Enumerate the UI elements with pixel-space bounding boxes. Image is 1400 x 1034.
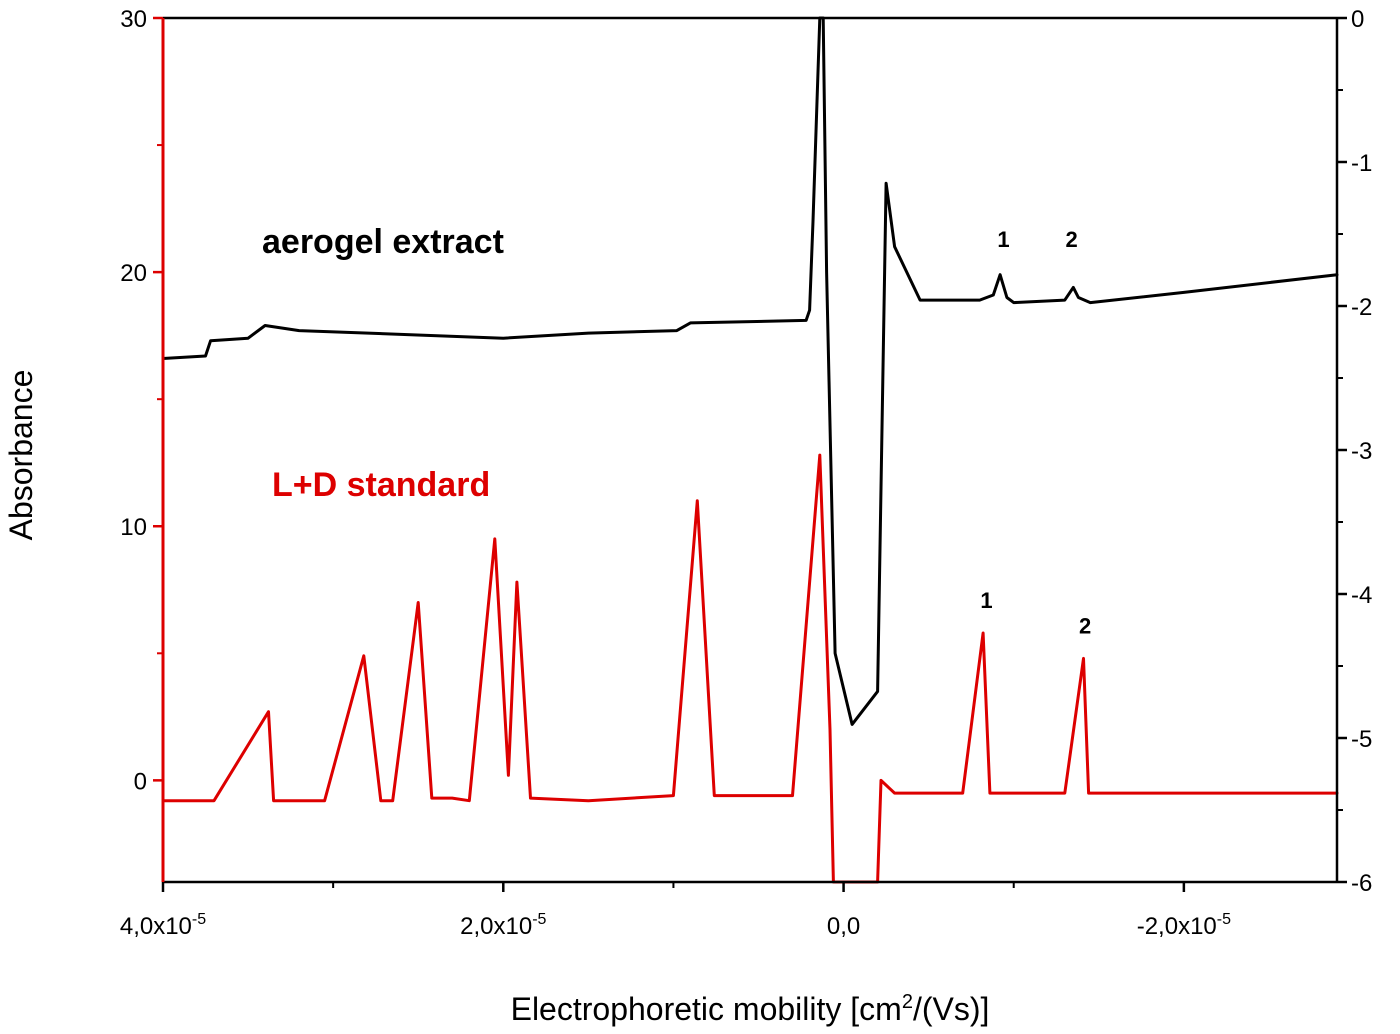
left-tick-label: 20	[120, 260, 147, 287]
right-tick-label: -4	[1351, 582, 1372, 609]
peak-label-1: 1	[980, 588, 992, 613]
left-tick-label: 10	[120, 514, 147, 541]
x-tick-label: 0,0	[827, 913, 860, 940]
x-axis-title: Electrophoretic mobility [cm2/(Vs)]	[511, 991, 990, 1027]
x-tick-label: 2,0x10-5	[460, 911, 546, 940]
right-tick-label: -2	[1351, 294, 1372, 321]
series-label-ld-standard: L+D standard	[272, 466, 490, 504]
peak-label-2: 2	[1065, 227, 1077, 252]
series-layer	[161, 16, 1339, 884]
peak-annotations: 1 2 1 2	[980, 227, 1091, 638]
series-line-aerogel-extract	[161, 16, 1339, 726]
peak-label-1: 1	[997, 227, 1009, 252]
right-tick-label: -3	[1351, 438, 1372, 465]
right-tick-label: -1	[1351, 150, 1372, 177]
left-tick-label: 30	[120, 6, 147, 33]
peak-label-2: 2	[1079, 613, 1091, 638]
right-tick-label: -6	[1351, 870, 1372, 897]
tick-labels: 0 10 20 30 0 -1 -2 -3 -4 -5 -6 4,0x10-5 2,0x10-5 0,0 -…	[120, 6, 1372, 940]
x-tick-label: 4,0x10-5	[120, 911, 206, 940]
right-tick-label: -5	[1351, 726, 1372, 753]
right-tick-label: 0	[1351, 6, 1364, 33]
left-tick-label: 0	[134, 768, 147, 795]
y-axis-title: Absorbance	[3, 370, 39, 541]
series-line-l-d-standard	[161, 453, 1339, 884]
tick-marks	[153, 16, 1347, 892]
series-label-aerogel-extract: aerogel extract	[262, 223, 504, 261]
x-tick-label: -2,0x10-5	[1137, 911, 1231, 940]
